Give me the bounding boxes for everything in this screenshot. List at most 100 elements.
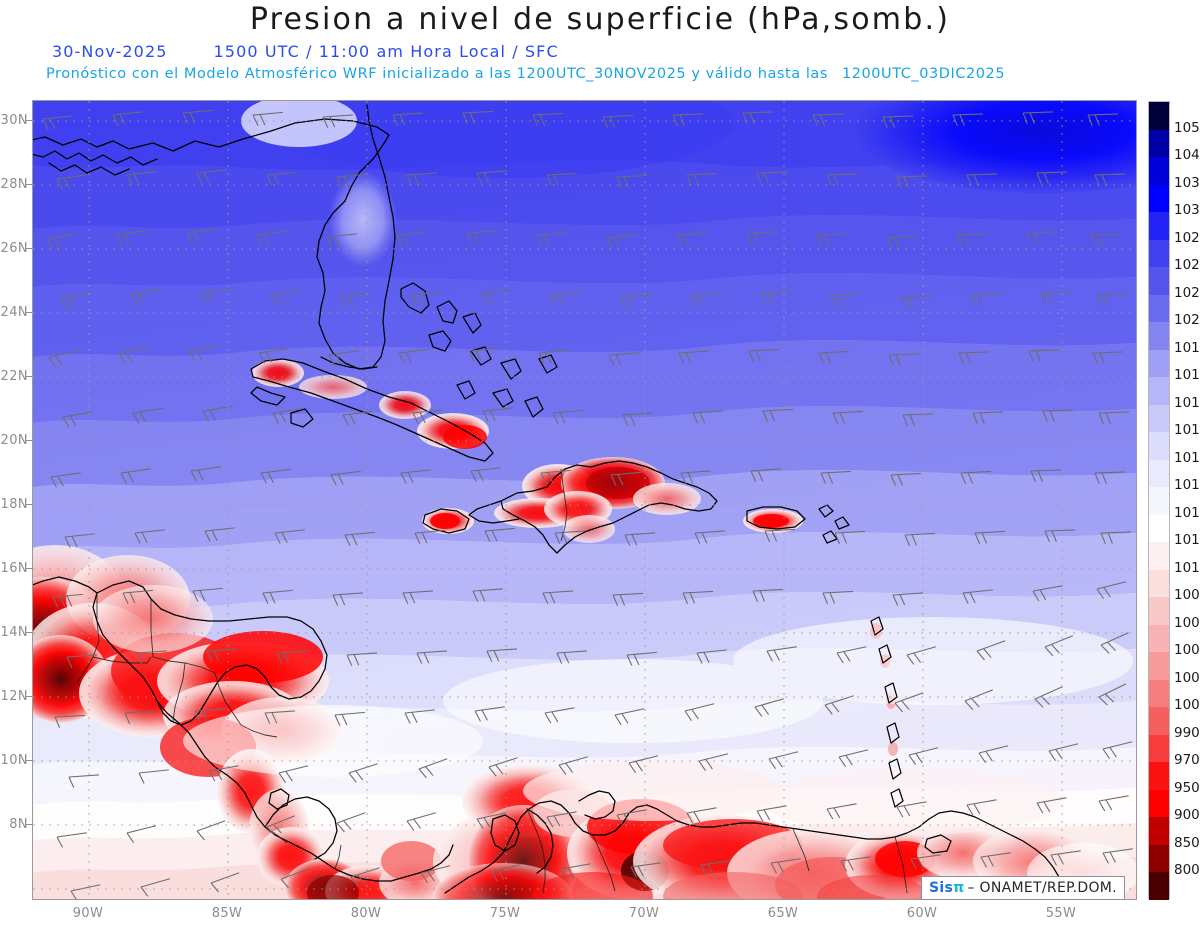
lat-lon-grid bbox=[33, 101, 1136, 899]
lat-label-22n: 22N bbox=[0, 369, 28, 384]
colorbar-band bbox=[1149, 294, 1169, 323]
colorbar-label: 1004 bbox=[1174, 642, 1200, 659]
colorbar-band bbox=[1149, 707, 1169, 735]
lon-label-80w: 80W bbox=[350, 906, 382, 921]
pressure-pocket-gulf bbox=[241, 101, 357, 147]
lat-label-14n: 14N bbox=[0, 625, 28, 640]
lat-tick bbox=[26, 376, 32, 377]
lat-label-28n: 28N bbox=[0, 177, 28, 192]
lat-label-8n: 8N bbox=[9, 817, 28, 832]
page-title: Presion a nivel de superficie (hPa,somb.… bbox=[249, 2, 951, 37]
lon-label-85w: 85W bbox=[211, 906, 243, 921]
lat-tick bbox=[26, 760, 32, 761]
country-borders bbox=[76, 468, 908, 894]
colorbar-band bbox=[1149, 652, 1169, 680]
coastlines bbox=[33, 104, 1066, 899]
watermark-pi-icon: π bbox=[953, 880, 965, 896]
colorbar-label: 970 bbox=[1174, 752, 1200, 769]
subtitle-line: 30-Nov-2025 1500 UTC / 11:00 am Hora Loca… bbox=[52, 42, 559, 61]
lat-label-10n: 10N bbox=[0, 753, 28, 768]
colorbar-label: 1025 bbox=[1174, 257, 1200, 274]
colorbar-band bbox=[1149, 487, 1169, 515]
forecast-date: 30-Nov-2025 bbox=[52, 42, 168, 61]
lat-tick bbox=[26, 824, 32, 825]
colorbar-band bbox=[1149, 844, 1169, 873]
pressure-colorbar[interactable] bbox=[1148, 101, 1170, 900]
lat-tick bbox=[26, 248, 32, 249]
colorbar-label: 1014 bbox=[1174, 477, 1200, 494]
colorbar-band bbox=[1149, 212, 1169, 240]
colorbar-label: 1018 bbox=[1174, 367, 1200, 384]
colorbar-band bbox=[1149, 377, 1169, 405]
colorbar-label: 1022 bbox=[1174, 284, 1200, 301]
lon-label-65w: 65W bbox=[767, 906, 799, 921]
colorbar-band bbox=[1149, 239, 1169, 268]
colorbar-band bbox=[1149, 129, 1169, 158]
colorbar-band bbox=[1149, 322, 1169, 350]
colorbar-label: 1030 bbox=[1174, 202, 1200, 219]
colorbar-band bbox=[1149, 872, 1169, 900]
lat-tick bbox=[26, 632, 32, 633]
colorbar-band bbox=[1149, 514, 1169, 543]
colorbar-band bbox=[1149, 597, 1169, 625]
colorbar-label: 1002 bbox=[1174, 669, 1200, 686]
colorbar-label: 900 bbox=[1174, 807, 1200, 824]
pressure-pocket-florida bbox=[329, 171, 397, 267]
lat-label-26n: 26N bbox=[0, 241, 28, 256]
colorbar-label: 1000 bbox=[1174, 697, 1200, 714]
model-info-line: Pronóstico con el Modelo Atmosférico WRF… bbox=[46, 66, 1005, 82]
colorbar-label: 1040 bbox=[1174, 147, 1200, 164]
lat-label-12n: 12N bbox=[0, 689, 28, 704]
colorbar-label: 1006 bbox=[1174, 614, 1200, 631]
colorbar-band bbox=[1149, 817, 1169, 845]
colorbar-band bbox=[1149, 349, 1169, 378]
high-pressure-core bbox=[853, 101, 1136, 193]
model-description: Pronóstico con el Modelo Atmosférico WRF… bbox=[46, 66, 828, 82]
lat-tick bbox=[26, 696, 32, 697]
lat-label-18n: 18N bbox=[0, 497, 28, 512]
colorbar-band bbox=[1149, 569, 1169, 598]
colorbar-band bbox=[1149, 624, 1169, 653]
watermark-brand: Sis bbox=[929, 880, 954, 896]
lat-label-20n: 20N bbox=[0, 433, 28, 448]
colorbar-label: 1017 bbox=[1174, 394, 1200, 411]
lat-label-24n: 24N bbox=[0, 305, 28, 320]
lat-tick bbox=[26, 312, 32, 313]
lon-label-75w: 75W bbox=[489, 906, 521, 921]
colorbar-label: 1015 bbox=[1174, 449, 1200, 466]
pressure-field-map bbox=[33, 101, 1136, 899]
colorbar-band bbox=[1149, 542, 1169, 570]
colorbar-band bbox=[1149, 102, 1169, 130]
lon-label-70w: 70W bbox=[628, 906, 660, 921]
forecast-valid-time: 1500 UTC / 11:00 am Hora Local / SFC bbox=[213, 42, 559, 61]
lat-label-30n: 30N bbox=[0, 113, 28, 128]
lon-label-55w: 55W bbox=[1045, 906, 1077, 921]
colorbar-band bbox=[1149, 679, 1169, 708]
watermark-agency: – ONAMET/REP.DOM. bbox=[967, 880, 1117, 896]
colorbar-band bbox=[1149, 184, 1169, 213]
lon-label-90w: 90W bbox=[72, 906, 104, 921]
colorbar-label: 990 bbox=[1174, 724, 1200, 741]
map-plot-area[interactable] bbox=[32, 100, 1137, 900]
colorbar-label: 1012 bbox=[1174, 532, 1200, 549]
colorbar-band bbox=[1149, 157, 1169, 185]
colorbar-label: 1019 bbox=[1174, 339, 1200, 356]
lat-label-16n: 16N bbox=[0, 561, 28, 576]
colorbar-band bbox=[1149, 267, 1169, 295]
lat-tick bbox=[26, 504, 32, 505]
colorbar-label: 1035 bbox=[1174, 174, 1200, 191]
colorbar-label: 1050 bbox=[1174, 119, 1200, 136]
lon-label-60w: 60W bbox=[906, 906, 938, 921]
agency-watermark: Sis π – ONAMET/REP.DOM. bbox=[921, 876, 1125, 900]
pressure-transition-pockets bbox=[183, 617, 1133, 777]
colorbar-band bbox=[1149, 432, 1169, 460]
lat-tick bbox=[26, 120, 32, 121]
colorbar-band bbox=[1149, 734, 1169, 763]
colorbar-label: 850 bbox=[1174, 834, 1200, 851]
colorbar-label: 1013 bbox=[1174, 504, 1200, 521]
high-pressure-core-west bbox=[273, 101, 733, 178]
lat-tick bbox=[26, 440, 32, 441]
colorbar-band bbox=[1149, 789, 1169, 818]
lat-tick bbox=[26, 568, 32, 569]
colorbar-band bbox=[1149, 459, 1169, 488]
